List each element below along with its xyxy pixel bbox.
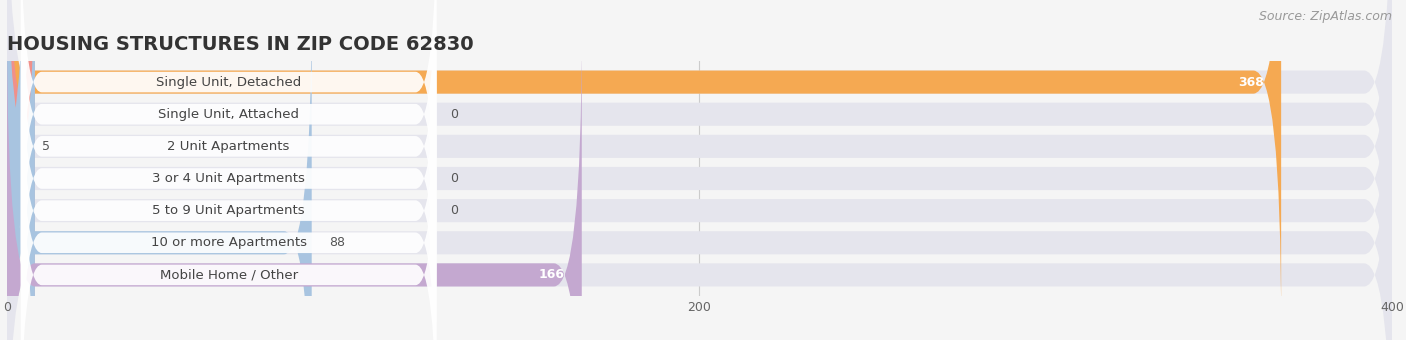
- FancyBboxPatch shape: [7, 0, 1392, 328]
- Text: 5 to 9 Unit Apartments: 5 to 9 Unit Apartments: [152, 204, 305, 217]
- FancyBboxPatch shape: [7, 0, 35, 340]
- Text: 2 Unit Apartments: 2 Unit Apartments: [167, 140, 290, 153]
- Text: HOUSING STRUCTURES IN ZIP CODE 62830: HOUSING STRUCTURES IN ZIP CODE 62830: [7, 35, 474, 54]
- FancyBboxPatch shape: [7, 0, 312, 340]
- Text: Single Unit, Attached: Single Unit, Attached: [157, 108, 299, 121]
- FancyBboxPatch shape: [0, 0, 35, 340]
- FancyBboxPatch shape: [7, 0, 35, 340]
- FancyBboxPatch shape: [21, 60, 436, 340]
- FancyBboxPatch shape: [21, 0, 436, 329]
- FancyBboxPatch shape: [21, 0, 436, 297]
- FancyBboxPatch shape: [7, 0, 1392, 340]
- Text: 10 or more Apartments: 10 or more Apartments: [150, 236, 307, 249]
- FancyBboxPatch shape: [7, 29, 1392, 340]
- Text: 166: 166: [538, 268, 564, 282]
- Text: Source: ZipAtlas.com: Source: ZipAtlas.com: [1258, 10, 1392, 23]
- FancyBboxPatch shape: [7, 0, 1392, 340]
- Text: 88: 88: [329, 236, 344, 249]
- Text: 0: 0: [450, 172, 458, 185]
- FancyBboxPatch shape: [7, 29, 582, 340]
- FancyBboxPatch shape: [21, 92, 436, 340]
- Text: Single Unit, Detached: Single Unit, Detached: [156, 75, 301, 89]
- FancyBboxPatch shape: [7, 0, 1392, 340]
- FancyBboxPatch shape: [7, 0, 1392, 340]
- FancyBboxPatch shape: [21, 0, 436, 265]
- FancyBboxPatch shape: [7, 0, 1392, 340]
- Text: 0: 0: [450, 204, 458, 217]
- Text: 5: 5: [42, 140, 49, 153]
- FancyBboxPatch shape: [7, 0, 35, 340]
- Text: 368: 368: [1237, 75, 1264, 89]
- Text: 0: 0: [450, 108, 458, 121]
- Text: Mobile Home / Other: Mobile Home / Other: [159, 268, 298, 282]
- FancyBboxPatch shape: [7, 0, 1281, 328]
- Text: 3 or 4 Unit Apartments: 3 or 4 Unit Apartments: [152, 172, 305, 185]
- FancyBboxPatch shape: [21, 28, 436, 340]
- FancyBboxPatch shape: [21, 0, 436, 340]
